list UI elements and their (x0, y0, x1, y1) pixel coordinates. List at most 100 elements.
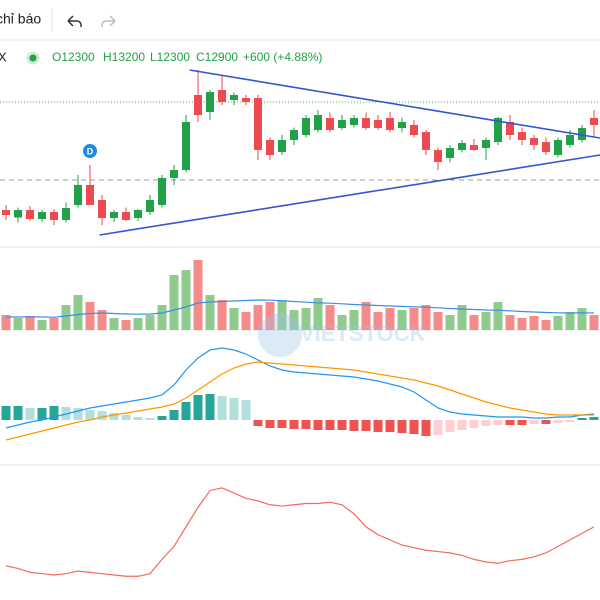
volume-bar (529, 316, 539, 330)
macd-histogram-bar (541, 420, 551, 424)
macd-histogram-bar (397, 420, 407, 433)
volume-bar (541, 320, 551, 330)
candle-body (338, 120, 346, 128)
candle-body (158, 178, 166, 205)
legend-change: +600 (+4.88%) (243, 50, 322, 64)
volume-bar (349, 310, 359, 330)
candle-body (350, 118, 358, 125)
macd-histogram-bar (445, 420, 455, 432)
candle-body (170, 170, 178, 178)
macd-histogram-bar (589, 417, 599, 420)
rsi-line (5, 487, 595, 577)
candle-body (14, 210, 22, 218)
candle-body (494, 118, 502, 142)
volume-bar (457, 305, 467, 330)
macd-histogram-bar (121, 415, 131, 420)
candle-body (254, 98, 262, 150)
candle-body (554, 140, 562, 155)
volume-bar (1, 315, 11, 330)
volume-bar (241, 312, 251, 330)
macd-histogram-bar (409, 420, 419, 434)
watermark-logo (258, 313, 302, 357)
volume-bar (445, 315, 455, 330)
candle-body (398, 122, 406, 128)
candle-body (422, 132, 430, 150)
toolbar (0, 0, 600, 40)
candle-body (410, 125, 418, 135)
candle-body (278, 140, 286, 152)
volume-bar (553, 316, 563, 330)
macd-line (5, 347, 595, 429)
candle-body (314, 115, 322, 130)
macd-histogram-bar (421, 420, 431, 436)
macd-histogram-bar (265, 420, 275, 428)
legend-open: O12300 (52, 50, 95, 64)
candle-body (146, 200, 154, 212)
macd-histogram-bar (349, 420, 359, 431)
volume-bar (517, 318, 527, 330)
macd-histogram-bar (301, 420, 311, 429)
legend-high: H13200 (103, 50, 145, 64)
volume-bar (361, 302, 371, 330)
candle-body (446, 148, 454, 158)
candle-body (98, 200, 106, 218)
candle-body (290, 130, 298, 140)
volume-bar (133, 318, 143, 330)
undo-button[interactable] (67, 15, 82, 27)
trendline (99, 154, 600, 236)
macd-histogram-bar (157, 416, 167, 420)
macd-histogram-bar (553, 420, 563, 423)
volume-bar (577, 308, 587, 330)
volume-bar (505, 315, 515, 330)
volume-bar (337, 315, 347, 330)
candle-body (590, 118, 598, 125)
macd-histogram-bar (385, 420, 395, 432)
macd-histogram-bar (433, 420, 443, 435)
candle-body (230, 95, 238, 100)
macd-histogram-bar (313, 420, 323, 430)
macd-histogram-bar (493, 420, 503, 425)
macd-histogram-bar (505, 420, 515, 425)
volume-bar (25, 316, 35, 330)
watermark-text: VIETSTOCK (300, 321, 426, 346)
candle-body (362, 118, 370, 128)
candle-body (74, 185, 82, 205)
candle-body (302, 118, 310, 135)
macd-histogram-bar (205, 394, 215, 420)
candle-body (122, 212, 130, 220)
macd-histogram-bar (13, 406, 23, 420)
volume-bar (97, 310, 107, 330)
volume-bar (169, 275, 179, 330)
candle-body (110, 212, 118, 218)
macd-histogram-bar (73, 408, 83, 420)
volume-bar (397, 310, 407, 330)
volume-bar (193, 260, 203, 330)
status-dot (26, 51, 40, 65)
legend-low: L12300 (150, 50, 190, 64)
macd-histogram-bar (181, 402, 191, 420)
volume-bar (313, 298, 323, 330)
macd-histogram-bar (37, 408, 47, 420)
volume-bar (253, 305, 263, 330)
volume-bar (217, 300, 227, 330)
candle-body (266, 140, 274, 155)
macd-histogram-bar (1, 406, 11, 420)
candle-body (542, 142, 550, 152)
volume-bar (49, 318, 59, 330)
volume-bar (181, 270, 191, 330)
indicator-menu[interactable]: chỉ báo (0, 11, 41, 27)
candle-body (326, 118, 334, 130)
macd-histogram-bar (253, 420, 263, 426)
volume-bar (565, 312, 575, 330)
volume-bar (73, 295, 83, 330)
candle-body (566, 135, 574, 145)
candle-body (50, 212, 58, 220)
volume-bar (229, 308, 239, 330)
volume-bar (61, 305, 71, 330)
volume-bar (157, 305, 167, 330)
macd-histogram-bar (469, 420, 479, 428)
redo-button[interactable] (101, 15, 116, 27)
macd-histogram-bar (289, 420, 299, 429)
candle-body (578, 128, 586, 140)
